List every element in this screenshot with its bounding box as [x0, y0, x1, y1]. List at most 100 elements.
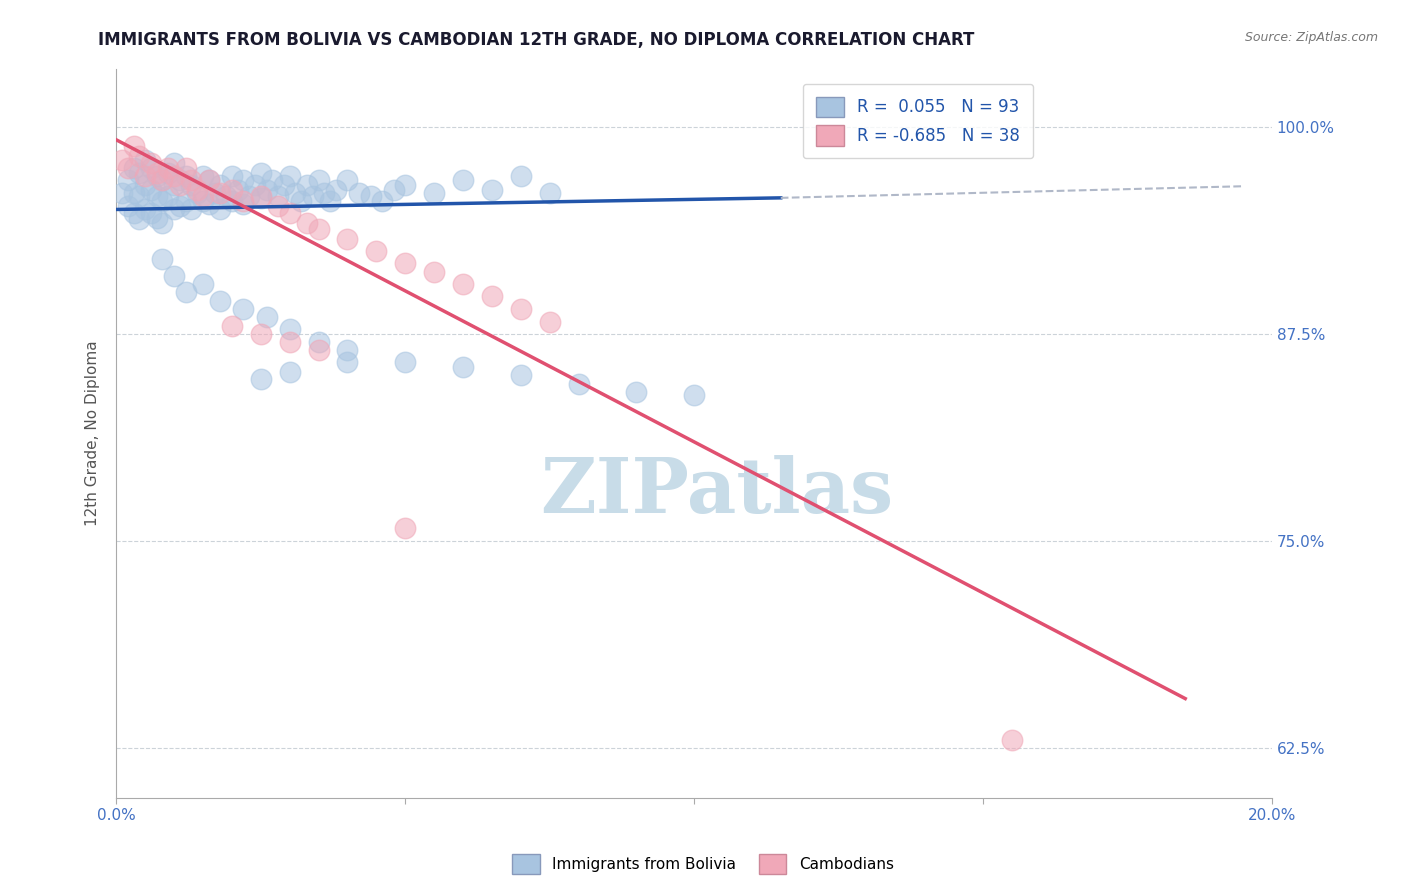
Point	[221, 183, 243, 197]
Point	[174, 285, 197, 300]
Point	[336, 232, 359, 246]
Point	[509, 301, 531, 316]
Point	[267, 199, 290, 213]
Point	[256, 183, 278, 197]
Point	[145, 189, 167, 203]
Point	[117, 161, 139, 175]
Point	[284, 186, 307, 200]
Point	[122, 139, 145, 153]
Point	[567, 376, 589, 391]
Point	[180, 178, 202, 192]
Point	[232, 172, 254, 186]
Point	[163, 156, 186, 170]
Point	[117, 172, 139, 186]
Point	[249, 189, 271, 203]
Text: IMMIGRANTS FROM BOLIVIA VS CAMBODIAN 12TH GRADE, NO DIPLOMA CORRELATION CHART: IMMIGRANTS FROM BOLIVIA VS CAMBODIAN 12T…	[98, 31, 974, 49]
Point	[278, 335, 301, 350]
Point	[139, 161, 162, 175]
Point	[325, 183, 347, 197]
Text: ZIPatlas: ZIPatlas	[541, 455, 894, 529]
Point	[243, 178, 266, 192]
Point	[451, 277, 474, 291]
Point	[163, 268, 186, 283]
Point	[163, 202, 186, 217]
Point	[180, 172, 202, 186]
Point	[538, 186, 561, 200]
Point	[152, 194, 174, 209]
Point	[1001, 733, 1024, 747]
Point	[278, 169, 301, 184]
Point	[122, 206, 145, 220]
Point	[336, 343, 359, 358]
Point	[191, 169, 214, 184]
Point	[186, 183, 208, 197]
Point	[394, 178, 416, 192]
Point	[278, 365, 301, 379]
Point	[191, 277, 214, 291]
Point	[145, 211, 167, 225]
Point	[626, 384, 648, 399]
Point	[371, 194, 394, 209]
Point	[232, 197, 254, 211]
Point	[256, 310, 278, 325]
Point	[197, 197, 219, 211]
Point	[209, 293, 232, 308]
Point	[139, 206, 162, 220]
Point	[215, 189, 238, 203]
Point	[128, 212, 150, 227]
Point	[423, 186, 446, 200]
Point	[308, 222, 330, 236]
Point	[169, 172, 191, 186]
Point	[209, 202, 232, 217]
Point	[221, 194, 243, 209]
Point	[139, 183, 162, 197]
Point	[301, 189, 323, 203]
Point	[209, 178, 232, 192]
Point	[336, 355, 359, 369]
Point	[145, 166, 167, 180]
Point	[145, 169, 167, 184]
Y-axis label: 12th Grade, No Diploma: 12th Grade, No Diploma	[86, 341, 100, 526]
Text: Source: ZipAtlas.com: Source: ZipAtlas.com	[1244, 31, 1378, 45]
Point	[423, 265, 446, 279]
Point	[197, 172, 219, 186]
Point	[278, 322, 301, 336]
Point	[134, 153, 156, 167]
Point	[174, 169, 197, 184]
Point	[394, 355, 416, 369]
Point	[360, 189, 382, 203]
Point	[152, 216, 174, 230]
Point	[186, 186, 208, 200]
Point	[319, 194, 342, 209]
Point	[394, 521, 416, 535]
Point	[111, 153, 134, 167]
Point	[134, 202, 156, 217]
Point	[308, 343, 330, 358]
Point	[683, 388, 706, 402]
Point	[382, 183, 405, 197]
Point	[163, 169, 186, 184]
Point	[111, 186, 134, 200]
Point	[209, 186, 232, 200]
Point	[128, 189, 150, 203]
Point	[267, 189, 290, 203]
Point	[366, 244, 388, 258]
Point	[191, 194, 214, 209]
Point	[204, 186, 226, 200]
Point	[174, 161, 197, 175]
Point	[157, 166, 180, 180]
Point	[139, 156, 162, 170]
Point	[221, 169, 243, 184]
Point	[314, 186, 336, 200]
Point	[128, 166, 150, 180]
Point	[169, 178, 191, 192]
Point	[157, 189, 180, 203]
Point	[238, 189, 260, 203]
Point	[134, 178, 156, 192]
Point	[451, 359, 474, 374]
Point	[538, 315, 561, 329]
Point	[180, 202, 202, 217]
Point	[134, 169, 156, 184]
Point	[169, 199, 191, 213]
Point	[278, 206, 301, 220]
